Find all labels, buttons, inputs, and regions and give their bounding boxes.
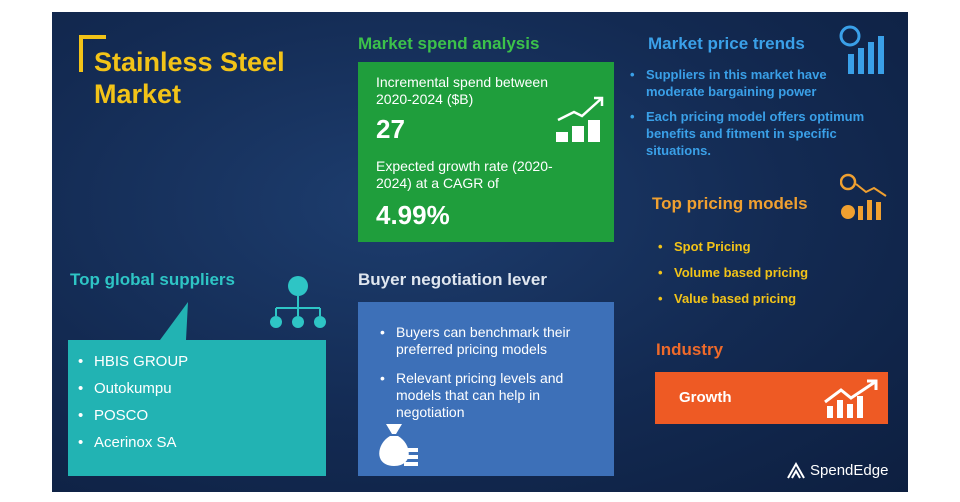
negotiation-point: Relevant pricing levels and models that …	[376, 370, 602, 421]
suppliers-heading: Top global suppliers	[70, 270, 235, 289]
spend-box: Incremental spend between 2020-2024 ($B)…	[358, 62, 614, 242]
growth-label: Expected growth rate (2020-2024) at a CA…	[376, 158, 553, 191]
pricing-item: Volume based pricing	[654, 260, 808, 286]
pricing-item: Value based pricing	[654, 286, 808, 312]
trend-point: Each pricing model offers optimum benefi…	[626, 108, 866, 159]
supplier-item: Outokumpu	[74, 375, 188, 402]
industry-heading: Industry	[656, 340, 724, 359]
pricing-item: Spot Pricing	[654, 234, 808, 260]
suppliers-icon	[270, 276, 326, 328]
negotiation-heading: Buyer negotiation lever	[358, 270, 547, 289]
trend-point: Suppliers in this market have moderate b…	[626, 66, 866, 100]
money-bag-icon	[379, 424, 418, 466]
negotiation-box: Buyers can benchmark their preferred pri…	[358, 302, 614, 476]
title-bracket	[79, 35, 106, 72]
trends-list: Suppliers in this market have moderate b…	[626, 66, 866, 159]
pricing-list: Spot Pricing Volume based pricing Value …	[654, 234, 808, 312]
coins-icon	[556, 96, 604, 142]
growth-icon	[824, 379, 878, 418]
spend-heading: Market spend analysis	[358, 34, 540, 53]
trends-heading: Market price trends	[648, 34, 805, 53]
negotiation-point: Buyers can benchmark their preferred pri…	[376, 324, 602, 358]
spend-value: 27	[376, 114, 405, 144]
supplier-item: HBIS GROUP	[74, 348, 188, 375]
negotiation-list: Buyers can benchmark their preferred pri…	[376, 324, 602, 421]
brand-logo	[787, 461, 805, 479]
infographic: Stainless Steel Market Market spend anal…	[52, 12, 908, 492]
trends-icon	[839, 25, 884, 74]
pricing-heading: Top pricing models	[652, 194, 808, 213]
brand-name: SpendEdge	[810, 462, 889, 479]
supplier-item: POSCO	[74, 402, 188, 429]
title: Stainless Steel Market	[94, 47, 285, 109]
spend-label: Incremental spend between 2020-2024 ($B)	[376, 74, 548, 107]
industry-status: Growth	[679, 389, 732, 406]
industry-box: Growth	[655, 372, 888, 424]
suppliers-list: HBIS GROUP Outokumpu POSCO Acerinox SA	[74, 348, 188, 456]
supplier-item: Acerinox SA	[74, 429, 188, 456]
growth-value: 4.99%	[376, 200, 450, 230]
pricing-icon	[840, 173, 887, 220]
